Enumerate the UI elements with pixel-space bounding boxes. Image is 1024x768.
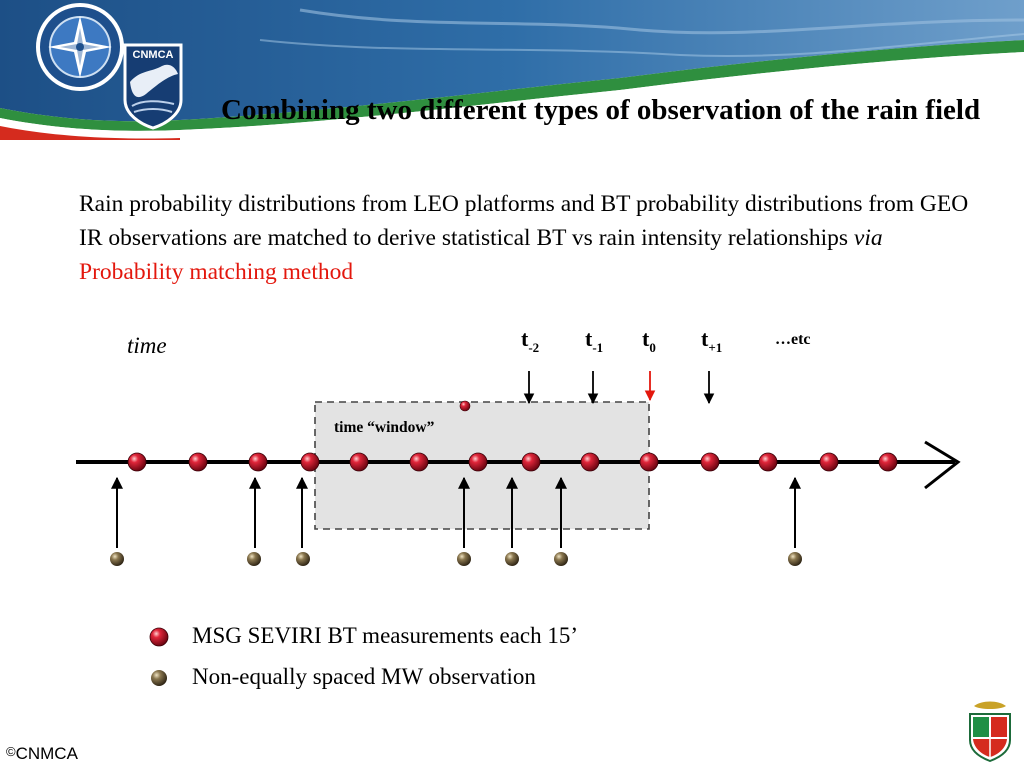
mw-dot [296, 552, 310, 566]
time-marker-t-1: t-1 [585, 326, 604, 355]
probability-matching-method-link: Probability matching method [79, 259, 354, 285]
time-window-label: time “window” [334, 419, 435, 436]
page-title: Combining two different types of observa… [221, 94, 981, 126]
mw-dot [247, 552, 261, 566]
mw-dot [554, 552, 568, 566]
time-axis-label: time [127, 333, 167, 358]
seviri-dot [127, 452, 147, 472]
seviri-dot [300, 452, 320, 472]
legend-mw-icon [151, 670, 167, 686]
seviri-dots [127, 452, 898, 472]
time-marker-t0: t0 [642, 326, 656, 355]
seviri-dot [878, 452, 898, 472]
copyright-symbol: © [6, 744, 16, 759]
seviri-dot [349, 452, 369, 472]
cnmca-shield-logo: CNMCA [123, 43, 183, 130]
intro-via: via [853, 225, 883, 251]
mw-dot [505, 552, 519, 566]
time-marker-t-2: t-2 [521, 326, 540, 355]
window-marker-dot [459, 400, 471, 412]
seviri-dot [700, 452, 720, 472]
air-force-crest-icon [969, 701, 1011, 762]
etc-label: …etc [775, 331, 811, 348]
seviri-dot [639, 452, 659, 472]
seviri-dot [521, 452, 541, 472]
mw-dot [457, 552, 471, 566]
intro-paragraph: Rain probability distributions from LEO … [79, 187, 979, 289]
mw-dot [110, 552, 124, 566]
seviri-dot [819, 452, 839, 472]
seviri-dot [188, 452, 208, 472]
intro-text: Rain probability distributions from LEO … [79, 191, 969, 251]
header-banner [0, 0, 1024, 140]
time-marker-t+1: t+1 [701, 326, 723, 355]
legend-seviri-icon [149, 627, 169, 647]
mw-arrows [111, 476, 801, 548]
seviri-dot [409, 452, 429, 472]
legend-mw-label: Non-equally spaced MW observation [192, 664, 536, 689]
seviri-dot [468, 452, 488, 472]
time-axis-arrowhead [924, 440, 961, 490]
legend-seviri-label: MSG SEVIRI BT measurements each 15’ [192, 623, 579, 648]
seviri-dot [248, 452, 268, 472]
seviri-dot [580, 452, 600, 472]
mw-dots [110, 552, 802, 566]
seviri-dot [758, 452, 778, 472]
meteorological-service-emblem-icon [36, 3, 124, 91]
copyright-text: CNMCA [15, 744, 78, 763]
mw-dot [788, 552, 802, 566]
footer-copyright: ©CNMCA [6, 744, 78, 764]
svg-text:CNMCA: CNMCA [133, 49, 174, 61]
